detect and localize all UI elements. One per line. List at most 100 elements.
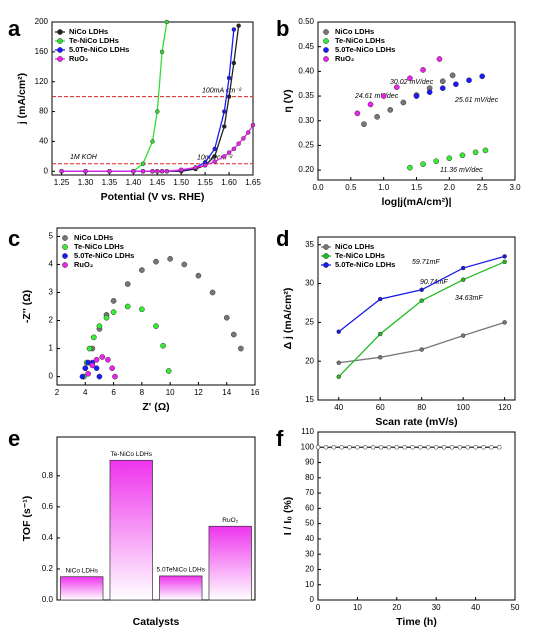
data-point <box>315 445 321 450</box>
y-tick-label: 30 <box>305 549 314 558</box>
x-tick-label: 0.5 <box>345 183 357 192</box>
data-point <box>212 146 217 152</box>
bar-category-label: RuO₂ <box>222 517 238 524</box>
data-point <box>83 169 88 174</box>
data-point <box>374 113 380 120</box>
data-point <box>245 130 251 135</box>
data-point <box>367 101 374 108</box>
bar-category-label: Te-NiCo LDHs <box>110 451 152 458</box>
legend-label: Te-NiCo LDHs <box>74 242 124 251</box>
legend-label: RuO₂ <box>74 260 93 269</box>
y-tick-label: 120 <box>35 77 49 86</box>
data-point <box>433 158 440 165</box>
data-point <box>112 373 118 380</box>
legend-label: 5.0Te-NiCo LDHs <box>335 45 395 54</box>
bar <box>109 459 153 601</box>
annotation: 25.61 mV/dec <box>454 97 499 104</box>
data-point <box>407 164 413 171</box>
y-tick-label: 0.4 <box>42 533 54 542</box>
legend-marker <box>62 235 68 241</box>
panel-label: c <box>8 226 20 251</box>
data-point <box>465 445 470 450</box>
data-point <box>93 356 100 363</box>
data-point <box>160 342 166 349</box>
data-point <box>436 56 443 62</box>
data-point <box>59 169 64 174</box>
legend-marker <box>57 29 63 35</box>
data-point <box>433 445 439 450</box>
data-point <box>181 261 188 268</box>
data-point <box>222 154 227 159</box>
data-point <box>419 347 424 352</box>
data-point <box>323 445 329 450</box>
data-point <box>449 445 455 450</box>
data-point <box>502 254 507 259</box>
data-point <box>131 169 136 174</box>
data-point <box>90 334 97 341</box>
data-point <box>479 73 486 80</box>
data-point <box>110 298 117 304</box>
data-point <box>110 309 117 315</box>
y-tick-label: 20 <box>305 565 314 574</box>
data-point <box>420 161 426 168</box>
data-point <box>496 445 502 450</box>
data-point <box>103 314 110 321</box>
data-point <box>140 161 146 167</box>
x-tick-label: 1.55 <box>197 178 213 187</box>
y-tick-label: 20 <box>305 356 314 365</box>
legend-marker <box>323 47 329 53</box>
data-point <box>82 365 89 372</box>
y-tick-label: 30 <box>305 279 314 288</box>
data-point <box>159 49 165 55</box>
data-point <box>250 122 256 128</box>
plot-frame <box>317 236 516 401</box>
data-point <box>460 265 466 271</box>
data-point <box>347 445 352 450</box>
bar <box>60 576 104 601</box>
x-tick-label: 8 <box>140 388 145 397</box>
data-point <box>331 445 337 450</box>
x-tick-label: 1.30 <box>78 178 94 187</box>
data-point <box>195 272 202 279</box>
x-tick-label: 6 <box>111 388 116 397</box>
data-point <box>407 75 413 82</box>
plot-frame <box>51 21 254 176</box>
data-point <box>124 281 131 287</box>
data-point <box>150 139 155 144</box>
data-point <box>402 445 407 450</box>
x-tick-label: 20 <box>392 603 401 612</box>
x-tick-label: 0 <box>316 603 321 612</box>
data-point <box>209 289 216 296</box>
panel-label: a <box>8 16 21 41</box>
x-axis-label: log|j(mA/cm²)| <box>381 196 451 208</box>
data-point <box>449 72 456 79</box>
x-tick-label: 14 <box>222 388 231 397</box>
data-point <box>236 23 241 28</box>
x-axis-label: Catalysts <box>133 616 180 628</box>
annotation: 34.63mF <box>455 295 483 302</box>
data-point <box>482 147 489 154</box>
data-point <box>453 81 459 88</box>
y-tick-label: 160 <box>35 47 49 56</box>
data-point <box>96 323 103 329</box>
y-tick-label: 4 <box>49 260 54 269</box>
data-point <box>441 445 447 450</box>
y-axis-label: TOF (s⁻¹) <box>21 496 33 542</box>
y-tick-label: 35 <box>305 240 314 249</box>
data-point <box>99 354 106 360</box>
x-tick-label: 1.45 <box>149 178 165 187</box>
y-tick-label: 100 <box>301 442 315 451</box>
y-tick-label: 80 <box>305 473 314 482</box>
data-point <box>79 373 86 380</box>
data-point <box>226 75 232 81</box>
legend-label: 5.0Te-NiCo LDHs <box>69 45 129 54</box>
data-point <box>193 165 198 170</box>
data-point <box>153 258 159 265</box>
y-tick-label: 60 <box>305 503 314 512</box>
data-point <box>164 169 170 174</box>
x-tick-label: 50 <box>511 603 520 612</box>
y-tick-label: 40 <box>39 137 48 146</box>
y-tick-label: 80 <box>39 107 48 116</box>
legend-marker <box>62 262 68 268</box>
data-point <box>231 60 237 66</box>
